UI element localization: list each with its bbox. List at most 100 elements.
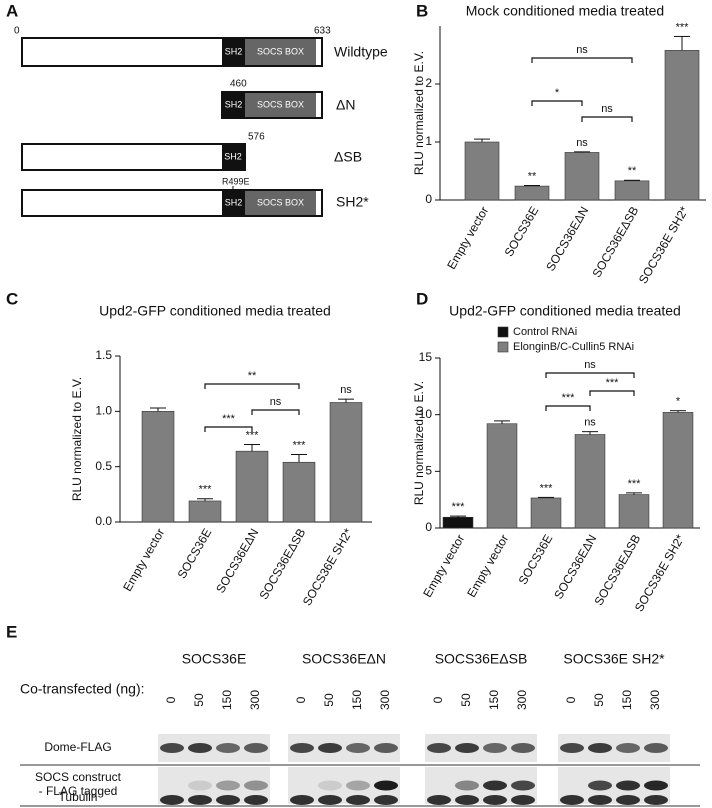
amount-label: 150 xyxy=(350,690,364,710)
construct-bar xyxy=(21,143,246,171)
x-tick-label: SOCS36EΔN xyxy=(213,526,261,595)
blot-row-label: Dome-FLAG xyxy=(44,740,111,754)
significance-label: *** xyxy=(676,21,690,33)
socs-box-domain xyxy=(245,93,316,117)
comparison-bracket xyxy=(581,116,633,122)
error-bar xyxy=(674,35,690,51)
domain-label: SH2 xyxy=(225,46,243,56)
blot-band xyxy=(616,743,640,753)
construct-name: SH2* xyxy=(336,194,369,210)
significance-label: *** xyxy=(199,484,213,496)
significance-label: ** xyxy=(628,165,637,177)
domain-label: SOCS BOX xyxy=(257,46,304,56)
y-axis-label: RLU normalized to E.V. xyxy=(412,51,426,175)
bar xyxy=(662,412,694,529)
bar xyxy=(486,423,518,529)
significance-label: *** xyxy=(540,482,554,494)
chart: Upd2-GFP conditioned media treated RLU no… xyxy=(70,303,372,608)
error-bar xyxy=(624,179,640,181)
bar xyxy=(235,450,269,523)
amount-label: 150 xyxy=(620,690,634,710)
y-tick-label: 1.5 xyxy=(95,348,112,362)
comparison-label: * xyxy=(555,87,560,99)
chart-title: Upd2-GFP conditioned media treated xyxy=(449,303,681,319)
blot-row-label: SOCS construct xyxy=(35,770,122,784)
error-bar xyxy=(150,407,166,412)
blot-band xyxy=(588,780,612,791)
blot-group-label: SOCS36E xyxy=(182,651,247,667)
blot-band xyxy=(160,795,184,805)
bar xyxy=(514,185,550,201)
legend-swatch xyxy=(497,326,509,338)
bar xyxy=(141,411,175,523)
comparison-bracket xyxy=(204,426,253,432)
y-tick-label: 1.0 xyxy=(95,404,112,418)
amount-label: 0 xyxy=(564,696,578,703)
sh2-domain xyxy=(222,93,245,117)
error-bar xyxy=(582,431,598,435)
blot-band xyxy=(616,780,640,791)
error-bar xyxy=(494,420,510,424)
error-bar xyxy=(626,492,642,495)
bar xyxy=(464,141,500,201)
bar xyxy=(329,402,363,523)
bar xyxy=(282,461,316,523)
x-tick-label: SOCS36EΔN xyxy=(543,204,591,273)
amount-label: 50 xyxy=(192,693,206,707)
amount-label: 150 xyxy=(220,690,234,710)
panel-letter: E xyxy=(6,622,17,641)
socs-box-domain xyxy=(245,191,316,215)
blot-band xyxy=(290,743,314,753)
blot-band xyxy=(244,780,268,791)
blot-band xyxy=(427,795,451,805)
blot-band xyxy=(244,795,268,805)
blot-band xyxy=(318,743,342,753)
comparison-label: ** xyxy=(248,370,257,382)
blot-band xyxy=(511,780,535,791)
amount-label: 300 xyxy=(648,690,662,710)
error-bar xyxy=(197,498,213,501)
amount-label: 150 xyxy=(487,690,501,710)
panel-letter: B xyxy=(416,1,428,20)
x-tick-label: SOCS36E SH2* xyxy=(300,526,356,608)
panel-letter: D xyxy=(416,289,428,308)
bar xyxy=(618,494,650,529)
bar xyxy=(574,434,606,529)
chart: Mock conditioned media treated RLU normal… xyxy=(412,3,706,286)
blot-group-label: SOCS36EΔSB xyxy=(435,651,528,667)
error-bar xyxy=(291,453,307,463)
error-bar xyxy=(450,515,466,518)
panel-letter: C xyxy=(6,289,18,308)
blot-band xyxy=(588,795,612,805)
comparison-bracket xyxy=(251,409,300,415)
bar xyxy=(188,500,222,523)
blot-group-label: SOCS36EΔN xyxy=(302,651,386,667)
error-bar xyxy=(574,151,590,153)
bar xyxy=(564,152,600,201)
position-label: 460 xyxy=(230,79,247,90)
error-bar xyxy=(524,185,540,187)
domain-label: SH2 xyxy=(225,99,243,109)
x-tick-label: Empty vector xyxy=(464,532,511,600)
blot-band xyxy=(318,795,342,805)
blot-band xyxy=(560,743,584,753)
blot-row-label: Tubulin xyxy=(59,790,98,804)
blot-band xyxy=(346,795,370,805)
blot-band xyxy=(216,795,240,805)
x-tick-label: SOCS36EΔSB xyxy=(592,532,644,608)
position-label: 576 xyxy=(248,132,265,143)
x-tick-label: SOCS36E xyxy=(502,204,542,259)
legend-label: Control RNAi xyxy=(513,326,577,338)
blot-band xyxy=(346,743,370,753)
blot-band xyxy=(455,743,479,753)
blot-band xyxy=(290,795,314,805)
blot-band xyxy=(188,780,212,791)
amount-label: 50 xyxy=(322,693,336,707)
mutation-label: R499E xyxy=(222,176,250,186)
blot-group-label: SOCS36E SH2* xyxy=(563,651,665,667)
y-tick-label: 0 xyxy=(425,192,432,206)
sh2-domain xyxy=(222,191,245,215)
comparison-bracket xyxy=(545,372,635,378)
comparison-bracket xyxy=(531,57,633,63)
comparison-bracket xyxy=(204,383,300,389)
